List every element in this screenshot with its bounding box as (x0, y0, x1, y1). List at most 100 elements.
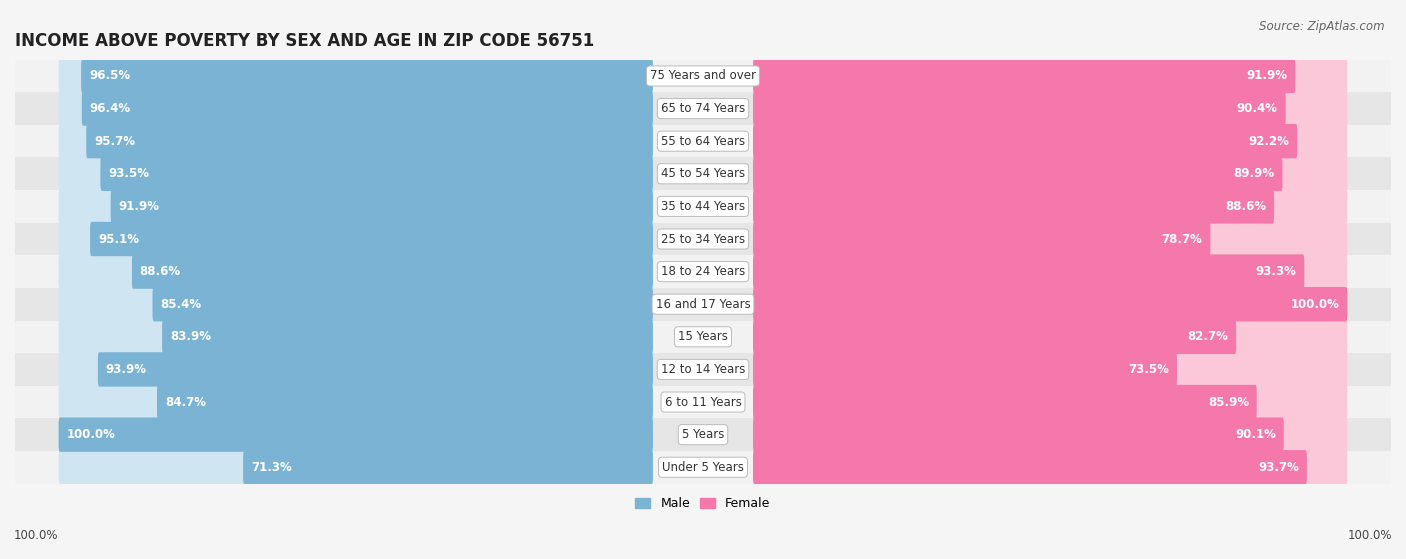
Text: 6 to 11 Years: 6 to 11 Years (665, 396, 741, 409)
Text: 100.0%: 100.0% (1291, 298, 1340, 311)
Text: 45 to 54 Years: 45 to 54 Years (661, 167, 745, 181)
Text: 55 to 64 Years: 55 to 64 Years (661, 135, 745, 148)
FancyBboxPatch shape (754, 157, 1347, 191)
FancyBboxPatch shape (98, 352, 652, 387)
FancyBboxPatch shape (754, 254, 1305, 289)
FancyBboxPatch shape (59, 385, 652, 419)
Text: 15 Years: 15 Years (678, 330, 728, 343)
Text: 93.3%: 93.3% (1256, 265, 1296, 278)
FancyBboxPatch shape (754, 124, 1298, 158)
FancyBboxPatch shape (59, 124, 652, 158)
FancyBboxPatch shape (82, 91, 652, 126)
Text: 73.5%: 73.5% (1128, 363, 1170, 376)
FancyBboxPatch shape (86, 124, 652, 158)
Text: 88.6%: 88.6% (1225, 200, 1267, 213)
FancyBboxPatch shape (59, 91, 652, 126)
FancyBboxPatch shape (754, 450, 1347, 485)
FancyBboxPatch shape (59, 157, 652, 191)
Bar (15, 353, 1391, 386)
FancyBboxPatch shape (754, 320, 1236, 354)
FancyBboxPatch shape (59, 59, 652, 93)
Legend: Male, Female: Male, Female (630, 492, 776, 515)
Text: 90.4%: 90.4% (1237, 102, 1278, 115)
Text: 93.7%: 93.7% (1258, 461, 1299, 474)
Text: Source: ZipAtlas.com: Source: ZipAtlas.com (1260, 20, 1385, 32)
Text: 96.4%: 96.4% (90, 102, 131, 115)
Text: 25 to 34 Years: 25 to 34 Years (661, 233, 745, 245)
FancyBboxPatch shape (754, 352, 1347, 387)
Text: 93.9%: 93.9% (105, 363, 146, 376)
FancyBboxPatch shape (59, 352, 652, 387)
FancyBboxPatch shape (754, 287, 1347, 321)
Text: 84.7%: 84.7% (165, 396, 205, 409)
Text: 93.5%: 93.5% (108, 167, 149, 181)
Text: 90.1%: 90.1% (1234, 428, 1275, 441)
Text: 16 and 17 Years: 16 and 17 Years (655, 298, 751, 311)
Text: 65 to 74 Years: 65 to 74 Years (661, 102, 745, 115)
Text: 35 to 44 Years: 35 to 44 Years (661, 200, 745, 213)
FancyBboxPatch shape (59, 418, 652, 452)
Text: 78.7%: 78.7% (1161, 233, 1202, 245)
Text: 88.6%: 88.6% (139, 265, 181, 278)
FancyBboxPatch shape (243, 450, 652, 485)
Bar (15, 158, 1391, 190)
FancyBboxPatch shape (132, 254, 652, 289)
Bar (15, 92, 1391, 125)
FancyBboxPatch shape (754, 385, 1347, 419)
FancyBboxPatch shape (754, 418, 1347, 452)
Bar (15, 451, 1391, 484)
Text: 12 to 14 Years: 12 to 14 Years (661, 363, 745, 376)
FancyBboxPatch shape (111, 189, 652, 224)
Text: 85.4%: 85.4% (160, 298, 201, 311)
Bar (15, 190, 1391, 222)
FancyBboxPatch shape (754, 189, 1274, 224)
Bar (15, 222, 1391, 255)
Text: 85.9%: 85.9% (1208, 396, 1249, 409)
Text: 83.9%: 83.9% (170, 330, 211, 343)
FancyBboxPatch shape (754, 222, 1347, 256)
Text: 96.5%: 96.5% (89, 69, 131, 83)
Text: 91.9%: 91.9% (118, 200, 159, 213)
Bar (15, 418, 1391, 451)
FancyBboxPatch shape (59, 450, 652, 485)
FancyBboxPatch shape (754, 189, 1347, 224)
Text: INCOME ABOVE POVERTY BY SEX AND AGE IN ZIP CODE 56751: INCOME ABOVE POVERTY BY SEX AND AGE IN Z… (15, 32, 595, 50)
Text: 71.3%: 71.3% (252, 461, 291, 474)
Text: 100.0%: 100.0% (1347, 529, 1392, 542)
Text: 100.0%: 100.0% (14, 529, 59, 542)
Bar (15, 125, 1391, 158)
FancyBboxPatch shape (754, 352, 1177, 387)
Bar (15, 288, 1391, 320)
Text: 18 to 24 Years: 18 to 24 Years (661, 265, 745, 278)
FancyBboxPatch shape (59, 254, 652, 289)
Bar (15, 320, 1391, 353)
Bar (15, 386, 1391, 418)
Text: 5 Years: 5 Years (682, 428, 724, 441)
FancyBboxPatch shape (754, 91, 1347, 126)
Text: 75 Years and over: 75 Years and over (650, 69, 756, 83)
FancyBboxPatch shape (82, 59, 652, 93)
FancyBboxPatch shape (59, 320, 652, 354)
Text: Under 5 Years: Under 5 Years (662, 461, 744, 474)
FancyBboxPatch shape (157, 385, 652, 419)
Text: 89.9%: 89.9% (1233, 167, 1275, 181)
FancyBboxPatch shape (754, 320, 1347, 354)
FancyBboxPatch shape (100, 157, 652, 191)
FancyBboxPatch shape (754, 222, 1211, 256)
Text: 82.7%: 82.7% (1188, 330, 1229, 343)
Bar (15, 255, 1391, 288)
FancyBboxPatch shape (754, 91, 1285, 126)
FancyBboxPatch shape (754, 124, 1347, 158)
FancyBboxPatch shape (754, 450, 1308, 485)
FancyBboxPatch shape (162, 320, 652, 354)
Text: 91.9%: 91.9% (1247, 69, 1288, 83)
FancyBboxPatch shape (754, 254, 1347, 289)
FancyBboxPatch shape (59, 222, 652, 256)
FancyBboxPatch shape (754, 59, 1295, 93)
FancyBboxPatch shape (59, 287, 652, 321)
Bar (15, 60, 1391, 92)
FancyBboxPatch shape (754, 385, 1257, 419)
Text: 100.0%: 100.0% (66, 428, 115, 441)
FancyBboxPatch shape (90, 222, 652, 256)
FancyBboxPatch shape (754, 59, 1347, 93)
